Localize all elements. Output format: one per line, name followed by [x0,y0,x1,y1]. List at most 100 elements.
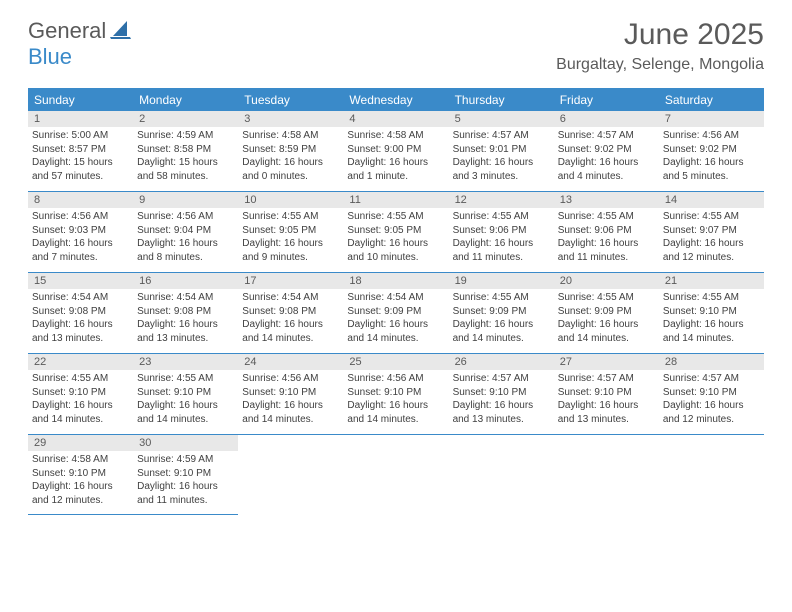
day-details: Sunrise: 4:58 AMSunset: 9:10 PMDaylight:… [32,453,129,507]
day-details: Sunrise: 4:55 AMSunset: 9:05 PMDaylight:… [347,210,444,264]
week-row: 22Sunrise: 4:55 AMSunset: 9:10 PMDayligh… [28,354,764,435]
day-number: 8 [28,192,133,208]
day-cell: 5 Sunrise: 4:57 AMSunset: 9:01 PMDaylight… [449,111,554,191]
day-number: 25 [343,354,448,370]
day-details: Sunrise: 4:57 AMSunset: 9:02 PMDaylight:… [558,129,655,183]
day-number: 9 [133,192,238,208]
day-number: 26 [449,354,554,370]
day-number: 19 [449,273,554,289]
weeks-container: 1 Sunrise: 5:00 AMSunset: 8:57 PMDaylight… [28,111,764,515]
day-number: 4 [343,111,448,127]
calendar: Sunday Monday Tuesday Wednesday Thursday… [28,88,764,515]
day-details: Sunrise: 4:57 AMSunset: 9:10 PMDaylight:… [558,372,655,426]
day-details: Sunrise: 4:55 AMSunset: 9:10 PMDaylight:… [32,372,129,426]
day-cell [554,435,659,515]
day-details: Sunrise: 4:54 AMSunset: 9:09 PMDaylight:… [347,291,444,345]
day-cell: 1 Sunrise: 5:00 AMSunset: 8:57 PMDaylight… [28,111,133,191]
day-number: 13 [554,192,659,208]
day-header-sunday: Sunday [28,89,133,111]
day-cell [238,435,343,515]
day-cell: 26 Sunrise: 4:57 AMSunset: 9:10 PMDayligh… [449,354,554,434]
day-details: Sunrise: 4:55 AMSunset: 9:06 PMDaylight:… [453,210,550,264]
day-cell: 22 Sunrise: 4:55 AMSunset: 9:10 PMDayligh… [28,354,133,434]
day-details: Sunrise: 5:00 AMSunset: 8:57 PMDaylight:… [32,129,129,183]
day-number: 29 [28,435,133,451]
day-number: 21 [659,273,764,289]
day-details: Sunrise: 4:57 AMSunset: 9:10 PMDaylight:… [663,372,760,426]
day-number: 10 [238,192,343,208]
logo-sail-icon [110,19,132,44]
day-details: Sunrise: 4:59 AMSunset: 8:58 PMDaylight:… [137,129,234,183]
week-row: 29 Sunrise: 4:58 AMSunset: 9:10 PMDayligh… [28,435,764,515]
day-number: 5 [449,111,554,127]
day-cell: 12 Sunrise: 4:55 AMSunset: 9:06 PMDayligh… [449,192,554,272]
day-header-saturday: Saturday [659,89,764,111]
day-cell: 20Sunrise: 4:55 AMSunset: 9:09 PMDayligh… [554,273,659,353]
day-header-row: Sunday Monday Tuesday Wednesday Thursday… [28,89,764,111]
day-number: 27 [554,354,659,370]
day-cell: 30Sunrise: 4:59 AMSunset: 9:10 PMDayligh… [133,435,238,515]
day-cell: 19Sunrise: 4:55 AMSunset: 9:09 PMDayligh… [449,273,554,353]
day-cell: 28 Sunrise: 4:57 AMSunset: 9:10 PMDayligh… [659,354,764,434]
day-details: Sunrise: 4:57 AMSunset: 9:10 PMDaylight:… [453,372,550,426]
logo: General [28,18,134,44]
day-details: Sunrise: 4:54 AMSunset: 9:08 PMDaylight:… [137,291,234,345]
day-number: 15 [28,273,133,289]
day-cell: 27 Sunrise: 4:57 AMSunset: 9:10 PMDayligh… [554,354,659,434]
day-cell [449,435,554,515]
day-number: 24 [238,354,343,370]
day-details: Sunrise: 4:54 AMSunset: 9:08 PMDaylight:… [32,291,129,345]
day-number: 2 [133,111,238,127]
day-details: Sunrise: 4:57 AMSunset: 9:01 PMDaylight:… [453,129,550,183]
day-cell: 2 Sunrise: 4:59 AMSunset: 8:58 PMDaylight… [133,111,238,191]
day-details: Sunrise: 4:55 AMSunset: 9:07 PMDaylight:… [663,210,760,264]
day-details: Sunrise: 4:59 AMSunset: 9:10 PMDaylight:… [137,453,234,507]
day-cell: 6 Sunrise: 4:57 AMSunset: 9:02 PMDaylight… [554,111,659,191]
location-label: Burgaltay, Selenge, Mongolia [556,56,764,74]
day-cell: 16 Sunrise: 4:54 AMSunset: 9:08 PMDayligh… [133,273,238,353]
day-number: 14 [659,192,764,208]
day-details: Sunrise: 4:56 AMSunset: 9:10 PMDaylight:… [242,372,339,426]
day-number: 16 [133,273,238,289]
day-cell: 21Sunrise: 4:55 AMSunset: 9:10 PMDayligh… [659,273,764,353]
day-cell: 7Sunrise: 4:56 AMSunset: 9:02 PMDaylight… [659,111,764,191]
day-number: 17 [238,273,343,289]
day-cell: 4Sunrise: 4:58 AMSunset: 9:00 PMDaylight… [343,111,448,191]
day-cell: 29 Sunrise: 4:58 AMSunset: 9:10 PMDayligh… [28,435,133,515]
day-cell: 9 Sunrise: 4:56 AMSunset: 9:04 PMDaylight… [133,192,238,272]
day-number: 22 [28,354,133,370]
day-number: 6 [554,111,659,127]
day-cell: 11 Sunrise: 4:55 AMSunset: 9:05 PMDayligh… [343,192,448,272]
day-header-wednesday: Wednesday [343,89,448,111]
day-number: 7 [659,111,764,127]
day-cell: 10Sunrise: 4:55 AMSunset: 9:05 PMDayligh… [238,192,343,272]
day-number: 20 [554,273,659,289]
day-number: 11 [343,192,448,208]
day-header-monday: Monday [133,89,238,111]
day-cell: 18Sunrise: 4:54 AMSunset: 9:09 PMDayligh… [343,273,448,353]
day-header-friday: Friday [554,89,659,111]
day-cell: 17Sunrise: 4:54 AMSunset: 9:08 PMDayligh… [238,273,343,353]
week-row: 15Sunrise: 4:54 AMSunset: 9:08 PMDayligh… [28,273,764,354]
day-details: Sunrise: 4:55 AMSunset: 9:06 PMDaylight:… [558,210,655,264]
day-number: 12 [449,192,554,208]
day-details: Sunrise: 4:56 AMSunset: 9:10 PMDaylight:… [347,372,444,426]
week-row: 1 Sunrise: 5:00 AMSunset: 8:57 PMDaylight… [28,111,764,192]
day-cell [659,435,764,515]
day-number: 28 [659,354,764,370]
header: General June 2025 Burgaltay, Selenge, Mo… [0,0,792,80]
day-cell: 14 Sunrise: 4:55 AMSunset: 9:07 PMDayligh… [659,192,764,272]
day-cell: 25 Sunrise: 4:56 AMSunset: 9:10 PMDayligh… [343,354,448,434]
day-cell: 3Sunrise: 4:58 AMSunset: 8:59 PMDaylight… [238,111,343,191]
day-details: Sunrise: 4:55 AMSunset: 9:10 PMDaylight:… [137,372,234,426]
day-details: Sunrise: 4:58 AMSunset: 8:59 PMDaylight:… [242,129,339,183]
day-header-thursday: Thursday [449,89,554,111]
day-cell: 8 Sunrise: 4:56 AMSunset: 9:03 PMDaylight… [28,192,133,272]
day-details: Sunrise: 4:56 AMSunset: 9:03 PMDaylight:… [32,210,129,264]
day-cell: 13 Sunrise: 4:55 AMSunset: 9:06 PMDayligh… [554,192,659,272]
day-cell: 15 Sunrise: 4:54 AMSunset: 9:08 PMDayligh… [28,273,133,353]
day-header-tuesday: Tuesday [238,89,343,111]
day-cell: 23Sunrise: 4:55 AMSunset: 9:10 PMDayligh… [133,354,238,434]
day-number: 1 [28,111,133,127]
day-details: Sunrise: 4:56 AMSunset: 9:04 PMDaylight:… [137,210,234,264]
